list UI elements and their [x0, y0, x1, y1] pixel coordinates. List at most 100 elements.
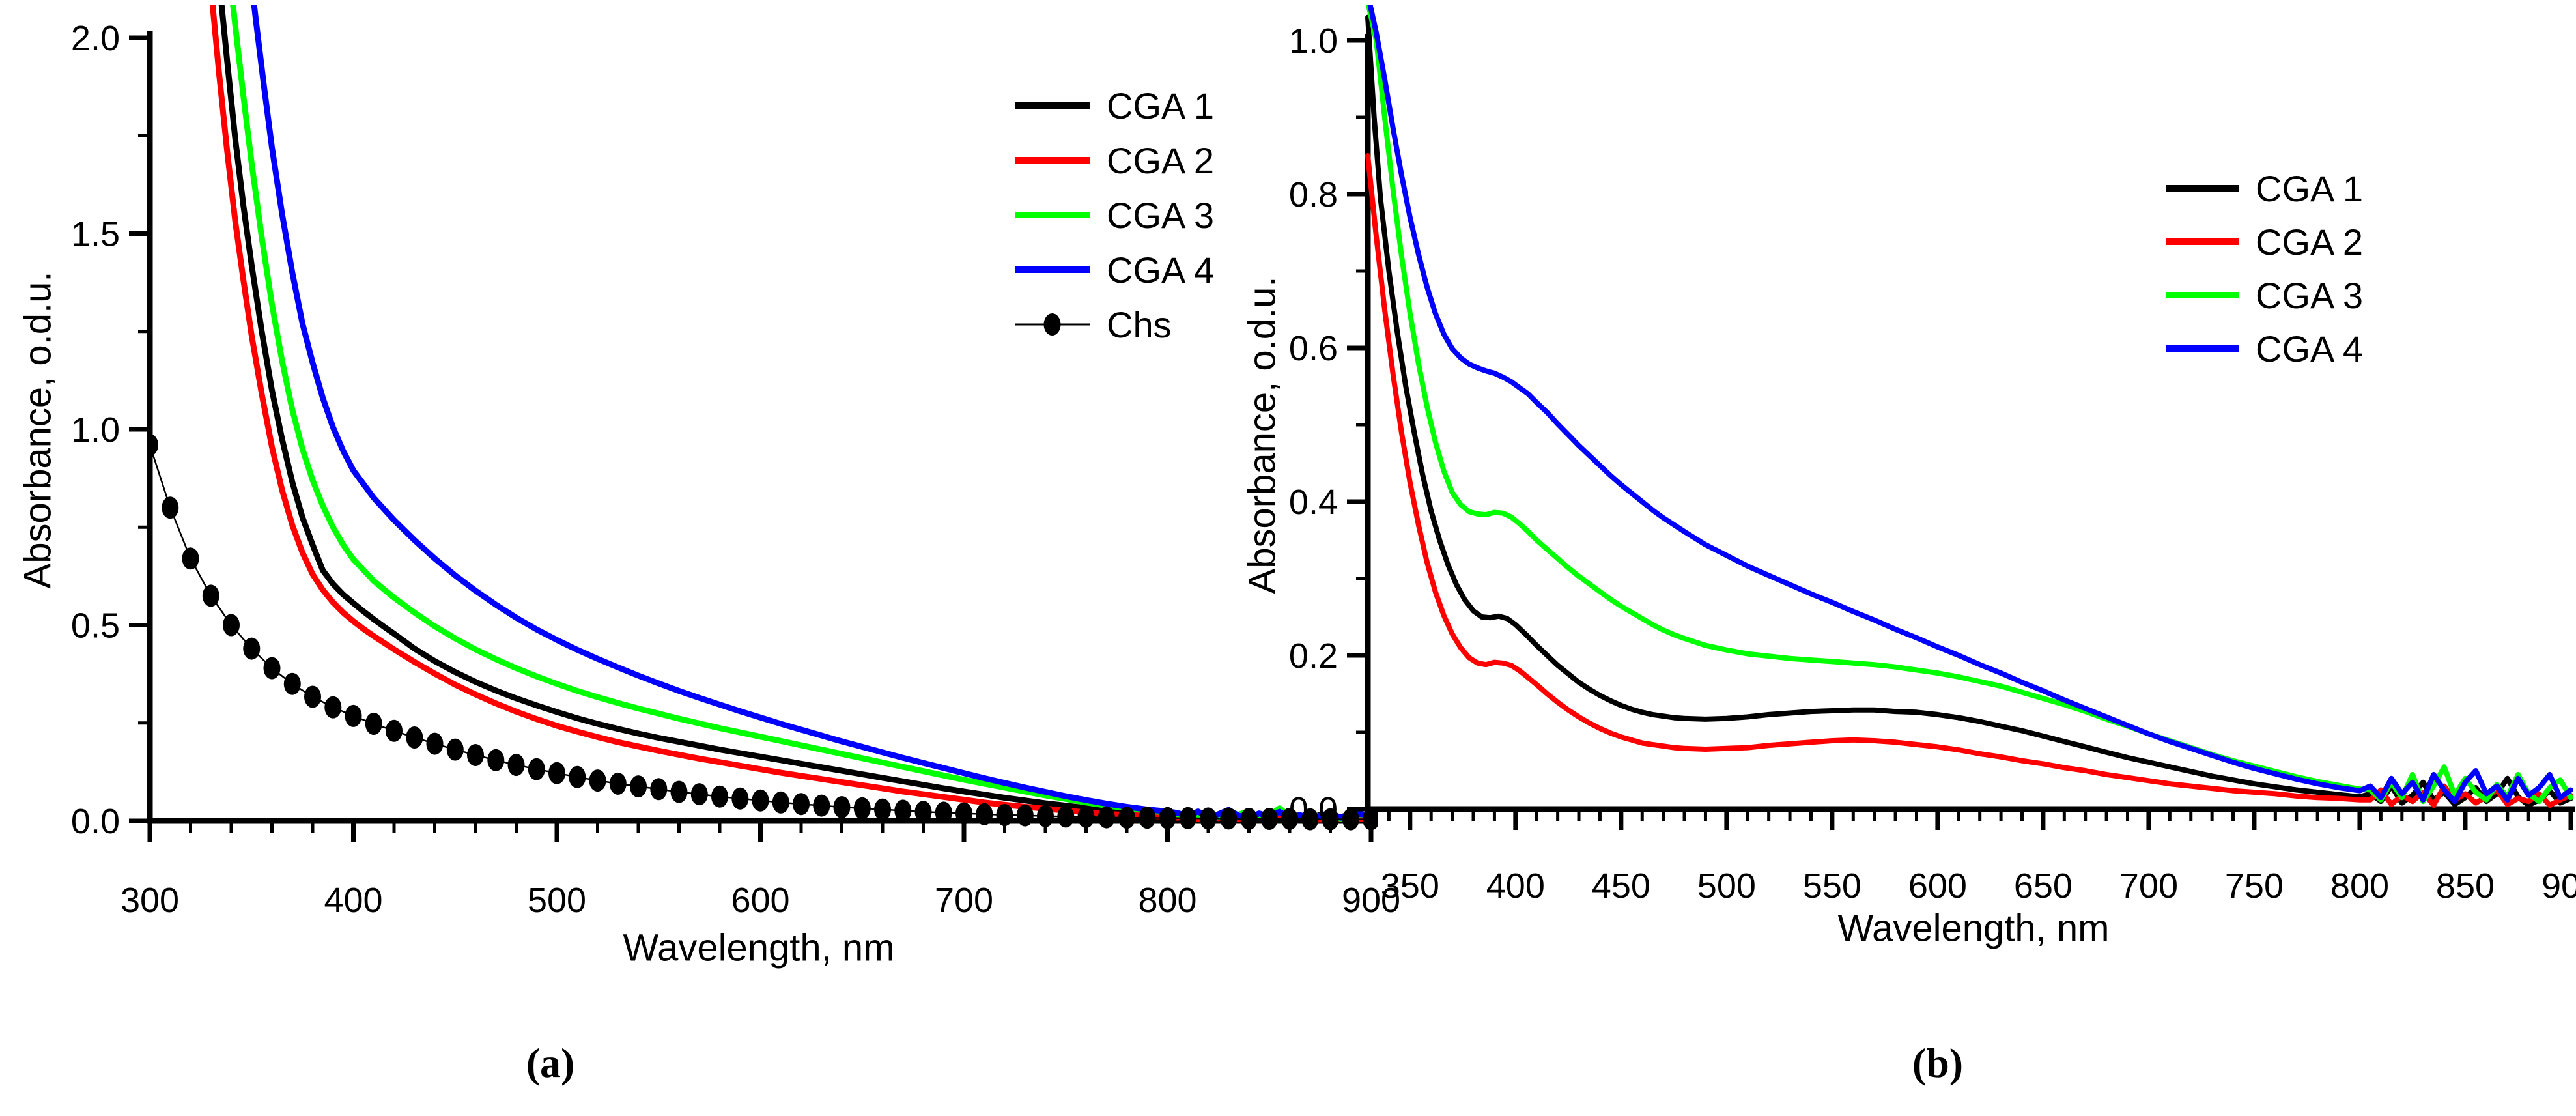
x-tick-label: 300 [120, 881, 179, 920]
legend-item-cga-3: CGA 3 [2166, 268, 2363, 322]
series-cga-3-chart-b [1366, 5, 2573, 805]
data-point-marker [1159, 807, 1176, 829]
chart-b-legend: CGA 1 CGA 2 CGA 3 CGA 4 [2166, 162, 2363, 375]
data-point-marker [202, 584, 219, 607]
legend-item-cga-2: CGA 2 [1015, 133, 1214, 188]
x-tick-label: 550 [1803, 866, 1861, 906]
legend-swatch-icon [2166, 345, 2239, 352]
caption-b: (b) [1912, 1040, 1964, 1086]
series-line [1366, 5, 2573, 805]
x-tick-label: 700 [2119, 866, 2178, 906]
legend-swatch-icon [2166, 292, 2239, 298]
legend-label: CGA 4 [2256, 328, 2363, 369]
data-point-marker [487, 749, 505, 771]
series-cga-4-chart-b [1367, 5, 2573, 805]
legend-label: CGA 1 [2256, 167, 2363, 209]
chart-a-legend: CGA 1 CGA 2 CGA 3 CGA 4 Chs [1015, 78, 1214, 352]
data-point-marker [793, 793, 810, 816]
y-tick-label: 1.5 [71, 215, 120, 254]
x-tick-label: 800 [1138, 881, 1196, 920]
legend-item-cga-2: CGA 2 [2166, 215, 2363, 268]
data-point-marker [507, 754, 525, 777]
data-point-marker [147, 434, 158, 456]
data-point-marker [650, 778, 668, 801]
chart-b: 350 400 450 500 550 600 650 700 750 800 850 900 0.0 0… [1289, 5, 2576, 906]
x-tick-label: 650 [2014, 866, 2073, 906]
legend-swatch-icon [2166, 238, 2239, 245]
data-point-marker [1077, 806, 1095, 828]
legend-label: CGA 3 [2256, 274, 2363, 316]
series-line [149, 444, 1372, 820]
data-point-marker [569, 765, 586, 788]
x-tick-label: 400 [324, 881, 382, 920]
legend-label: CGA 4 [1107, 249, 1214, 291]
y-tick-label: 0.4 [1289, 483, 1338, 522]
legend-swatch-icon [1015, 266, 1090, 273]
chart-a-y-axis-title: Absorbance, o.d.u. [16, 271, 59, 589]
data-point-marker [1240, 808, 1258, 830]
data-point-marker [243, 637, 261, 660]
x-tick-label: 450 [1592, 866, 1650, 906]
data-point-marker [467, 744, 484, 766]
x-tick-label: 500 [1697, 866, 1756, 906]
data-point-marker [1322, 808, 1339, 831]
legend-label: CGA 2 [2256, 221, 2363, 263]
data-point-marker [711, 785, 728, 808]
series-line [1367, 5, 2573, 805]
data-point-marker [1179, 807, 1196, 829]
data-point-marker [772, 791, 789, 814]
legend-swatch-icon [1015, 102, 1090, 109]
x-tick-label: 900 [2541, 866, 2576, 906]
legend-label: CGA 2 [1107, 139, 1214, 181]
data-point-marker [283, 672, 301, 695]
data-point-marker [182, 547, 199, 570]
data-point-marker [1118, 807, 1135, 829]
data-point-marker [548, 762, 565, 784]
y-tick-label: 1.0 [71, 410, 120, 450]
data-point-marker [1281, 808, 1298, 830]
data-point-marker [406, 726, 423, 749]
data-point-marker [426, 732, 444, 755]
x-tick-label: 400 [1486, 866, 1545, 906]
legend-item-cga-1: CGA 1 [1015, 78, 1214, 133]
x-tick-label: 700 [935, 881, 993, 920]
chart-b-axes [1347, 34, 2575, 830]
data-point-marker [1363, 808, 1378, 831]
data-point-marker [1220, 807, 1238, 830]
y-tick-label: 0.0 [1289, 790, 1338, 829]
data-point-marker [1342, 808, 1359, 831]
data-point-marker [914, 801, 932, 823]
legend-item-cga-3: CGA 3 [1015, 188, 1214, 242]
data-point-marker [528, 758, 545, 780]
data-point-marker [1200, 807, 1217, 830]
data-point-marker [1139, 807, 1156, 829]
y-tick-label: 0.8 [1289, 175, 1338, 214]
y-tick-label: 0.5 [71, 607, 120, 646]
legend-swatch-icon [1015, 157, 1090, 164]
x-tick-label: 600 [731, 881, 789, 920]
legend-item-cga-1: CGA 1 [2166, 162, 2363, 215]
series-line [1365, 153, 2573, 808]
legend-item-chs: Chs [1015, 297, 1214, 352]
data-point-marker [955, 802, 972, 825]
x-tick-label: 800 [2330, 866, 2389, 906]
legend-swatch-icon [1015, 313, 1090, 336]
data-point-marker [446, 738, 464, 761]
data-point-marker [589, 769, 606, 792]
data-point-marker [162, 496, 179, 519]
chart-b-x-axis-title: Wavelength, nm [1837, 907, 2110, 950]
legend-swatch-icon [2166, 185, 2239, 192]
data-point-marker [1057, 805, 1075, 828]
data-point-marker [690, 783, 708, 806]
data-point-marker [365, 713, 382, 735]
legend-label: Chs [1107, 304, 1172, 345]
data-point-marker [324, 696, 342, 719]
legend-label: CGA 1 [1107, 85, 1214, 126]
data-point-marker [1260, 808, 1278, 830]
series-chs-chart-a [147, 434, 1378, 831]
data-point-marker [630, 775, 647, 798]
data-point-marker [263, 657, 281, 680]
data-point-marker [894, 799, 912, 822]
